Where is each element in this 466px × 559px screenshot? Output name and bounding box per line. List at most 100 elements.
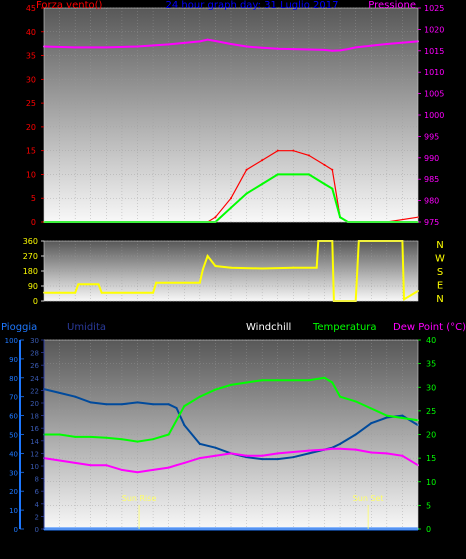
temperature-point xyxy=(354,400,357,403)
dewpoint-point xyxy=(74,461,77,464)
header-wind-label: Forza vento() xyxy=(36,0,103,11)
pressure-point xyxy=(323,48,326,51)
pressure-y-tick-label: 1020 xyxy=(424,25,444,34)
dewpoint-point xyxy=(339,447,342,450)
humidity-point xyxy=(401,414,404,417)
dewpoint-point xyxy=(89,464,92,467)
humidity-point xyxy=(307,452,310,455)
temperature-point xyxy=(89,435,92,438)
humidity-point xyxy=(74,395,77,398)
rain-y-tick-label: 90 xyxy=(9,356,18,364)
temperature-point xyxy=(307,379,310,382)
pressure-point xyxy=(206,38,209,41)
temperature-point xyxy=(175,419,178,422)
rain-y-tick-label: 0 xyxy=(14,526,18,534)
pressure-point xyxy=(74,46,77,49)
wind-y-tick-label: 40 xyxy=(26,28,36,37)
temperature-y-tick-label: 10 xyxy=(426,478,436,487)
compass-label-s: S xyxy=(437,267,443,278)
rain-y-tick-label: 10 xyxy=(9,507,18,515)
x-tick-label-bottom: 22 xyxy=(381,540,392,550)
temperature-point xyxy=(58,433,61,436)
dewpoint-point xyxy=(245,454,248,457)
dewpoint-point xyxy=(136,471,139,474)
humidity-y-tick-label: 26 xyxy=(30,362,39,370)
pressure-y-tick-label: 1015 xyxy=(424,47,444,56)
x-tick-label-top: 08 xyxy=(163,231,175,241)
dewpoint-point xyxy=(120,468,123,471)
dewpoint-point xyxy=(261,454,264,457)
wind-direction-point xyxy=(201,268,204,271)
x-tick-label-top: 14 xyxy=(256,231,268,241)
wind-speed-point xyxy=(292,149,295,152)
humidity-point xyxy=(105,403,108,406)
temperature-y-tick-label: 30 xyxy=(426,383,436,392)
wind-y-tick-label: 30 xyxy=(26,75,36,84)
dewpoint-label: Dew Point (°C) xyxy=(393,322,466,333)
pressure-point xyxy=(214,39,217,42)
pressure-point xyxy=(245,45,248,48)
x-tick-label-bottom: 02 xyxy=(69,540,80,550)
wind-direction-point xyxy=(100,291,103,294)
pressure-point xyxy=(346,48,349,51)
wind-average-point xyxy=(292,173,295,176)
dewpoint-point xyxy=(214,454,217,457)
humidity-y-tick-label: 8 xyxy=(35,476,39,484)
pressure-point xyxy=(339,49,342,52)
dewpoint-point xyxy=(401,454,404,457)
wind-y-tick-label: 10 xyxy=(26,170,36,179)
pressure-point xyxy=(198,40,201,43)
humidity-y-tick-label: 28 xyxy=(30,350,39,358)
temperature-point xyxy=(120,438,123,441)
humidity-y-tick-label: 24 xyxy=(30,375,39,383)
x-tick-label-top: 20 xyxy=(350,231,362,241)
humidity-point xyxy=(214,446,217,449)
rain-y-tick-label: 80 xyxy=(9,375,18,383)
humidity-point xyxy=(183,424,186,427)
temperature-y-tick-label: 25 xyxy=(426,407,436,416)
pressure-point xyxy=(261,46,264,49)
sunset-label: Sun Set xyxy=(353,494,384,503)
temperature-y-tick-label: 40 xyxy=(426,336,436,345)
humidity-point xyxy=(120,403,123,406)
pressure-y-tick-label: 990 xyxy=(424,154,439,163)
rain-y-tick-label: 30 xyxy=(9,469,18,477)
x-tick-label-top: 10 xyxy=(194,231,206,241)
humidity-point xyxy=(261,458,264,461)
humidity-point xyxy=(385,416,388,419)
wind-speed-point xyxy=(307,154,310,157)
compass-label-w: W xyxy=(435,254,445,265)
wind-direction-point xyxy=(230,266,232,269)
wind-direction-point xyxy=(292,266,295,269)
rain-y-tick-label: 40 xyxy=(9,450,18,458)
dewpoint-point xyxy=(276,452,279,455)
temperature-point xyxy=(198,395,201,398)
wind-speed-point xyxy=(323,163,326,166)
pressure-point xyxy=(276,47,279,50)
wind-y-tick-label: 20 xyxy=(26,123,36,132)
dewpoint-point xyxy=(167,466,170,469)
humidity-point xyxy=(354,433,357,436)
x-tick-label-bottom: 18 xyxy=(319,540,331,550)
humidity-point xyxy=(58,391,61,394)
temperature-y-tick-label: 5 xyxy=(426,501,431,510)
x-tick-label-bottom: 04 xyxy=(101,540,113,550)
pressure-y-tick-label: 1010 xyxy=(424,68,444,77)
dewpoint-point xyxy=(175,464,178,467)
wind-speed-point xyxy=(245,168,248,171)
humidity-point xyxy=(339,442,342,445)
wind-y-tick-label: 25 xyxy=(26,99,36,108)
wind-direction-line xyxy=(44,240,419,302)
dewpoint-point xyxy=(370,451,373,454)
humidity-y-tick-label: 14 xyxy=(30,438,39,446)
wind-speed-point xyxy=(276,149,279,152)
rain-label: Pioggia xyxy=(1,322,37,333)
temperature-point xyxy=(276,379,279,382)
wind-direction-point xyxy=(206,255,209,257)
wind-direction-point xyxy=(315,266,318,269)
rain-y-tick-label: 70 xyxy=(9,394,18,402)
pressure-y-tick-label: 1025 xyxy=(424,4,444,13)
wind-speed-point xyxy=(214,216,217,219)
wind-y-tick-label: 15 xyxy=(26,147,36,156)
compass-label-n: N xyxy=(436,294,443,305)
